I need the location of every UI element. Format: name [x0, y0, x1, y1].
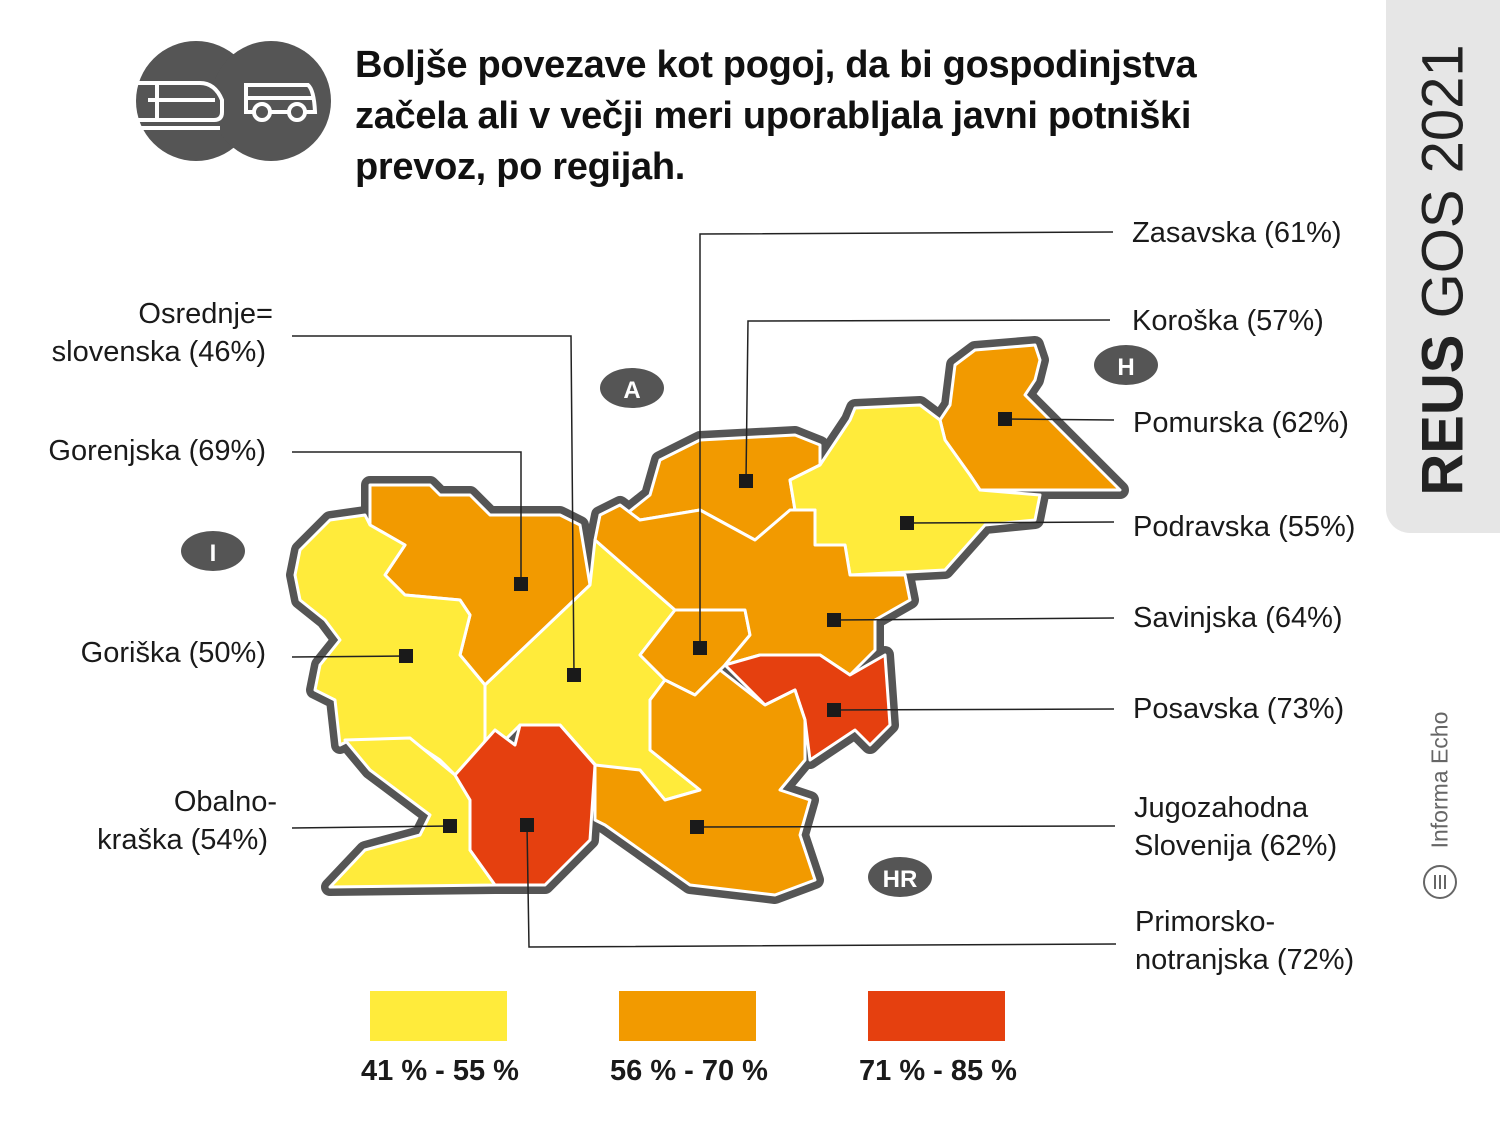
region-pomurska [938, 343, 1122, 492]
region-marker [690, 820, 704, 834]
leader-line [906, 521, 1115, 524]
publisher-logo: Informa Echo [1420, 700, 1460, 910]
legend: 41 % - 55 % 56 % - 70 % 71 % - 85 % [361, 991, 1017, 1087]
label-koroska: Koroška (57%) [1132, 305, 1324, 337]
country-label: HR [883, 866, 918, 893]
legend-label-high: 71 % - 85 % [859, 1055, 1017, 1087]
label-primorsko-notranjska-1: Primorsko- [1135, 906, 1275, 938]
leader-line [292, 451, 522, 584]
publisher-logo-icon [1423, 865, 1457, 899]
region-marker [827, 703, 841, 717]
country-badge-hr: HR [868, 857, 932, 897]
label-obalno-kraska-1: Obalno- [174, 786, 277, 818]
region-marker [520, 818, 534, 832]
label-goriska: Goriška (50%) [81, 637, 266, 669]
region-marker [739, 474, 753, 488]
label-jugozahodna-1: Jugozahodna [1134, 792, 1309, 824]
side-tab [1386, 0, 1500, 533]
legend-swatch-mid [619, 991, 756, 1041]
region-marker [567, 668, 581, 682]
leader-line [699, 231, 1114, 648]
label-obalno-kraska-2: kraška (54%) [97, 824, 268, 856]
leader-line [291, 825, 451, 829]
leader-line [292, 335, 575, 676]
label-posavska: Posavska (73%) [1133, 693, 1344, 725]
page-title: Boljše povezave kot pogoj, da bi gospodi… [355, 44, 1197, 188]
label-gorenjska: Gorenjska (69%) [48, 435, 266, 467]
legend-swatch-low [370, 991, 507, 1041]
country-label: I [210, 540, 217, 567]
transport-icons [136, 41, 331, 161]
region-marker [693, 641, 707, 655]
country-badge-i: I [181, 531, 245, 571]
region-marker [998, 412, 1012, 426]
label-savinjska: Savinjska (64%) [1133, 602, 1343, 634]
region-marker [900, 516, 914, 530]
legend-label-mid: 56 % - 70 % [610, 1055, 768, 1087]
leader-line [833, 617, 1115, 621]
country-badge-a: A [600, 368, 664, 408]
region-primorsko-notranjska [453, 723, 597, 887]
label-pomurska: Pomurska (62%) [1133, 407, 1349, 439]
leader-line [1004, 418, 1115, 421]
train-icon [137, 81, 224, 130]
leader-line [291, 655, 407, 658]
leader-line [696, 825, 1116, 828]
region-savinjska [593, 503, 912, 677]
country-label: A [623, 377, 640, 404]
label-osrednjeslovenska-1: Osrednje= [138, 298, 273, 330]
region-marker [399, 649, 413, 663]
country-label: H [1117, 354, 1134, 381]
legend-label-low: 41 % - 55 % [361, 1055, 519, 1087]
country-badge-h: H [1094, 345, 1158, 385]
label-primorsko-notranjska-2: notranjska (72%) [1135, 944, 1354, 976]
region-marker [443, 819, 457, 833]
bus-icon [244, 83, 318, 122]
legend-swatch-high [868, 991, 1005, 1041]
label-podravska: Podravska (55%) [1133, 511, 1355, 543]
leader-line [833, 708, 1115, 711]
region-marker [514, 577, 528, 591]
leader-line [745, 319, 1111, 482]
leader-line [526, 824, 1117, 948]
region-marker [827, 613, 841, 627]
label-zasavska: Zasavska (61%) [1132, 217, 1342, 249]
label-osrednjeslovenska-2: slovenska (46%) [52, 336, 266, 368]
region-jugozahodna-slovenija [593, 668, 817, 897]
label-jugozahodna-2: Slovenija (62%) [1134, 830, 1337, 862]
